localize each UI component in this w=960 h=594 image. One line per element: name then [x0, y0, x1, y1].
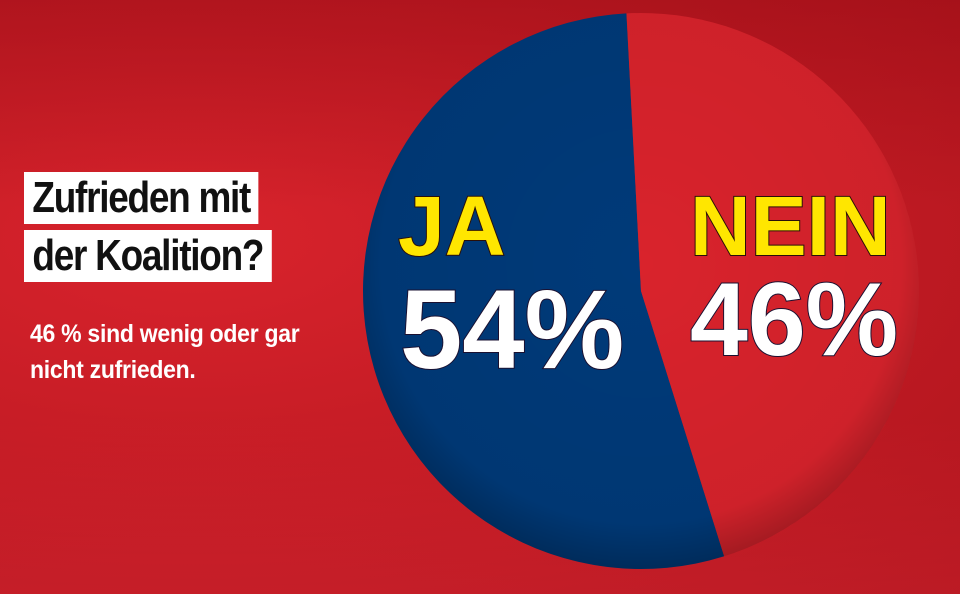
slice-value-nein: 46% [690, 262, 898, 378]
headline: Zufrieden mit der Koalition? [24, 172, 319, 288]
pie-labels: JA 54% NEIN 46% [397, 178, 899, 393]
subtitle: 46 % sind wenig oder gar nicht zufrieden… [30, 320, 300, 384]
slice-value-ja: 54% [400, 267, 624, 392]
headline-line-1: Zufrieden mit [24, 172, 259, 224]
pie-shade [363, 13, 919, 569]
slice-label-nein: NEIN [690, 179, 891, 273]
headline-line-2: der Koalition? [24, 230, 272, 282]
slice-label-ja: JA [398, 179, 505, 273]
